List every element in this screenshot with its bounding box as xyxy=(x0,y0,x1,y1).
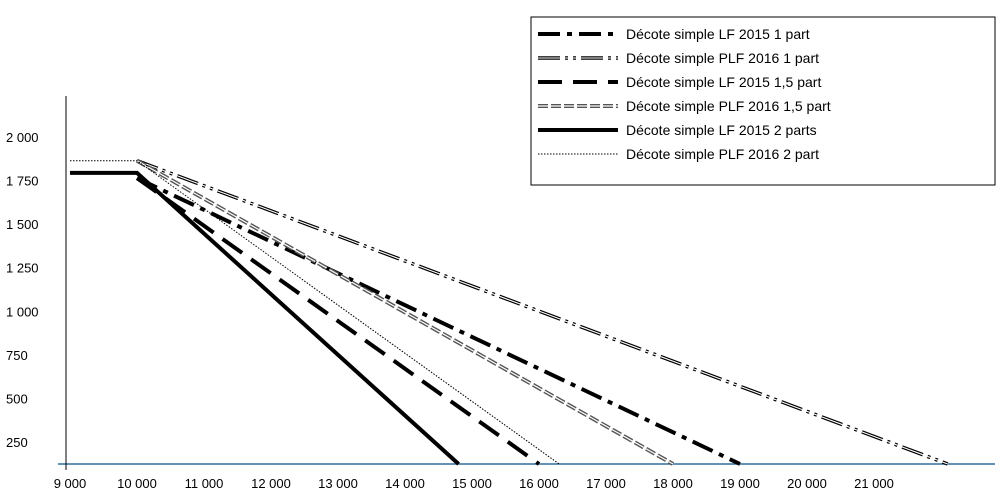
legend-item-lf2015-1-part: Décote simple LF 2015 1 part xyxy=(538,26,810,42)
series-line-lf2015-2-parts xyxy=(70,170,460,466)
legend-box xyxy=(530,16,996,186)
y-tick-label: 500 xyxy=(6,391,28,406)
y-tick-label: 1 500 xyxy=(6,217,39,232)
y-tick-label: 250 xyxy=(6,435,28,450)
legend-item-lf2015-2-parts: Décote simple LF 2015 2 parts xyxy=(538,122,817,138)
legend-label: Décote simple LF 2015 1,5 part xyxy=(626,74,821,90)
legend-label: Décote simple LF 2015 1 part xyxy=(626,26,810,42)
y-tick-label: 1 750 xyxy=(6,174,39,189)
x-tick-label: 12 000 xyxy=(251,476,291,491)
y-tick-label: 1 000 xyxy=(6,304,39,319)
series-line-plf2016-1-5-part xyxy=(136,158,674,466)
legend-item-plf2016-2-part: Décote simple PLF 2016 2 part xyxy=(538,146,819,162)
series-line-plf2016-2-part xyxy=(70,160,560,465)
y-tick-label: 2 000 xyxy=(6,130,39,145)
x-tick-label: 16 000 xyxy=(519,476,559,491)
legend-label: Décote simple PLF 2016 2 part xyxy=(626,146,819,162)
series-line-lf2015-1-5-part xyxy=(135,176,541,466)
series-line-lf2015-1-part xyxy=(136,176,741,466)
series-line-plf2016-1-part xyxy=(136,159,949,466)
x-tick-label: 11 000 xyxy=(185,476,224,491)
x-tick-label: 18 000 xyxy=(653,476,693,491)
x-tick-label: 20 000 xyxy=(787,476,827,491)
legend-item-lf2015-1-5-part: Décote simple LF 2015 1,5 part xyxy=(538,74,821,90)
x-tick-label: 10 000 xyxy=(117,476,157,491)
x-tick-label: 15 000 xyxy=(452,476,492,491)
y-tick-label: 750 xyxy=(6,348,28,363)
legend-label: Décote simple PLF 2016 1 part xyxy=(626,50,819,66)
legend-item-plf2016-1-5-part: Décote simple PLF 2016 1,5 part xyxy=(538,98,831,114)
legend-label: Décote simple PLF 2016 1,5 part xyxy=(626,98,831,114)
x-tick-label: 14 000 xyxy=(385,476,425,491)
y-tick-label: 1 250 xyxy=(6,261,39,276)
x-tick-label: 17 000 xyxy=(586,476,626,491)
x-tick-label: 13 000 xyxy=(318,476,358,491)
legend-item-plf2016-1-part: Décote simple PLF 2016 1 part xyxy=(538,50,819,66)
x-tick-label: 9 000 xyxy=(54,476,87,491)
x-tick-label: 19 000 xyxy=(720,476,760,491)
x-tick-label: 21 000 xyxy=(854,476,894,491)
legend-label: Décote simple LF 2015 2 parts xyxy=(626,122,817,138)
